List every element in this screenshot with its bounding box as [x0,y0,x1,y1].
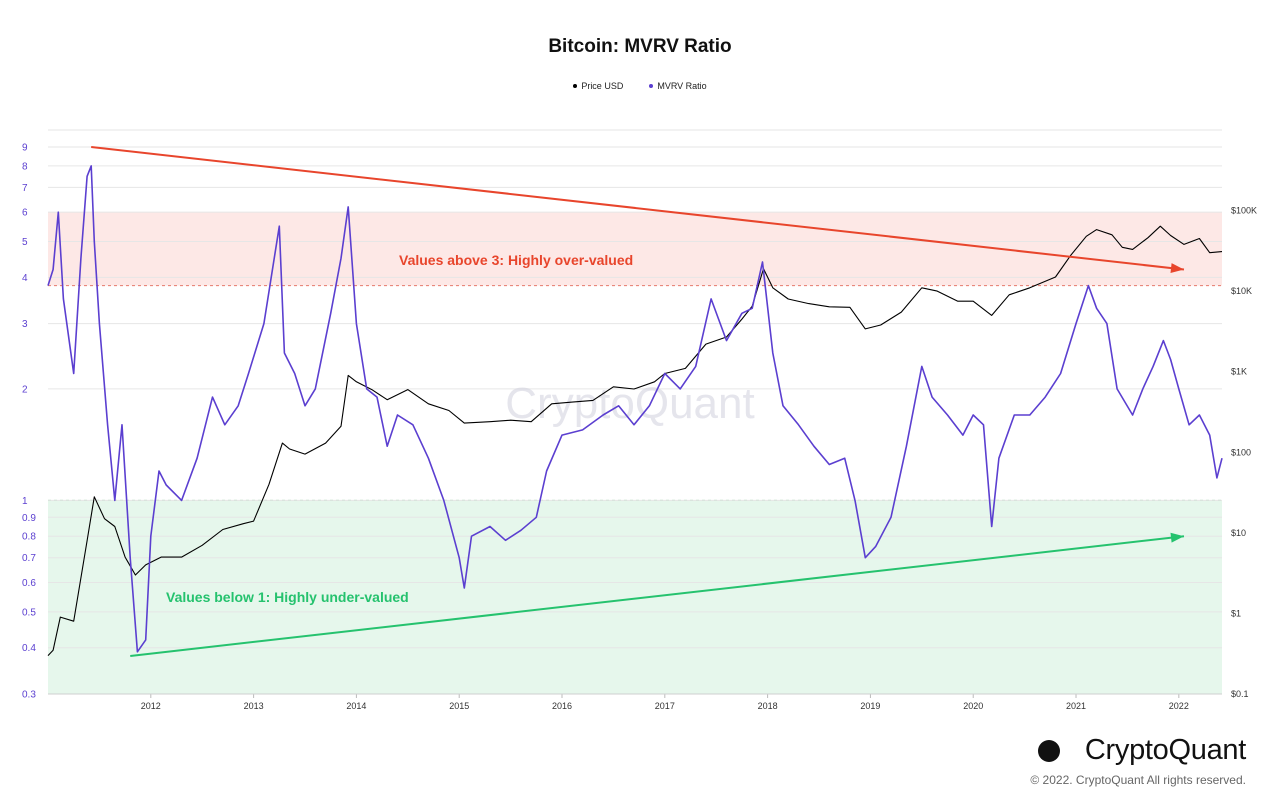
left-tick-label: 5 [22,237,28,248]
legend-item-price[interactable]: Price USD [573,81,623,91]
left-tick-label: 0.4 [22,643,36,654]
left-tick-label: 0.6 [22,578,36,589]
x-tick-label: 2014 [346,701,366,711]
trend-arrow-line-0 [91,145,1185,271]
x-tick-label: 2016 [552,701,572,711]
left-tick-label: 0.5 [22,607,36,618]
left-tick-label: 0.7 [22,553,36,564]
right-tick-label: $1K [1231,367,1247,377]
left-tick-label: 8 [22,161,28,172]
chart-legend: Price USD MVRV Ratio [0,81,1280,91]
zone-under-valued [48,500,1222,694]
left-tick-label: 2 [22,384,28,395]
trend-arrow-head-0 [1170,263,1184,274]
left-tick-label: 9 [22,142,28,153]
right-tick-label: $0.1 [1231,689,1249,699]
right-axis: $0.1 $1 $10 $100 $1K $10K $100K [1231,206,1257,699]
legend-item-mvrv[interactable]: MVRV Ratio [649,81,707,91]
trend-arrow-head-1 [1170,532,1184,543]
x-tick-label: 2020 [963,701,983,711]
annotations-layer: Values above 3: Highly over-valued Values… [166,252,633,605]
price-series-layer [47,225,1223,656]
grid-lines [48,129,1222,695]
legend-dot-mvrv [649,84,654,88]
valuation-zones [48,212,1222,694]
annotation-0: Values above 3: Highly over-valued [399,252,633,268]
trend-arrows-layer [91,145,1185,657]
right-tick-label: $1 [1231,608,1241,618]
series-line-price-usd [47,225,1223,656]
trend-arrow-line-1 [130,535,1185,657]
x-tick-label: 2018 [758,701,778,711]
x-tick-label: 2015 [449,701,469,711]
right-tick-label: $10 [1231,528,1246,538]
left-tick-label: 6 [22,208,28,219]
right-tick-label: $100K [1231,206,1257,216]
x-axis: 2012 2013 2014 2015 2016 2017 2018 2019 2020 2021… [48,693,1222,711]
left-axis: 0.3 0.4 0.5 0.6 0.7 0.8 0.9 1 2 3 4 5 6 7 8 9 [22,142,36,700]
annotation-1: Values below 1: Highly under-valued [166,589,409,605]
series-line-mvrv-ratio [47,165,1223,653]
left-tick-label: 0.9 [22,513,36,524]
x-tick-label: 2017 [655,701,675,711]
left-tick-label: 4 [22,273,28,284]
zone-over-valued [48,212,1222,286]
left-tick-label: 3 [22,319,28,330]
mvrv-series-layer [47,165,1223,653]
legend-dot-price [573,84,578,88]
left-tick-label: 7 [22,183,28,194]
chart-title: Bitcoin: MVRV Ratio [548,36,732,57]
brand-name: CryptoQuant [1084,734,1246,766]
legend-label-mvrv: MVRV Ratio [657,81,707,91]
x-tick-label: 2021 [1066,701,1086,711]
x-tick-label: 2012 [141,701,161,711]
left-tick-label: 0.8 [22,532,36,543]
brand[interactable]: CryptoQuant [1037,734,1246,767]
cryptoquant-logo-icon [1037,739,1076,762]
x-tick-label: 2019 [860,701,880,711]
left-tick-label: 0.3 [22,690,36,701]
x-tick-label: 2022 [1169,701,1189,711]
left-tick-label: 1 [22,496,28,507]
right-tick-label: $10K [1231,286,1252,296]
legend-label-price: Price USD [581,81,624,91]
copyright-text: © 2022. CryptoQuant All rights reserved. [1030,773,1246,787]
right-tick-label: $100 [1231,447,1251,457]
x-tick-label: 2013 [244,701,264,711]
